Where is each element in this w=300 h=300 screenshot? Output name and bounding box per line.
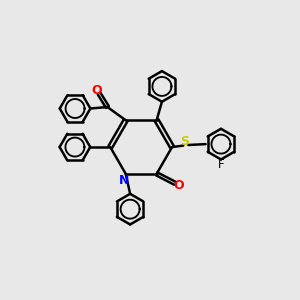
Text: O: O xyxy=(92,84,102,97)
Text: F: F xyxy=(218,158,224,171)
Text: S: S xyxy=(180,135,189,148)
Text: O: O xyxy=(173,179,184,192)
Text: N: N xyxy=(119,174,129,187)
